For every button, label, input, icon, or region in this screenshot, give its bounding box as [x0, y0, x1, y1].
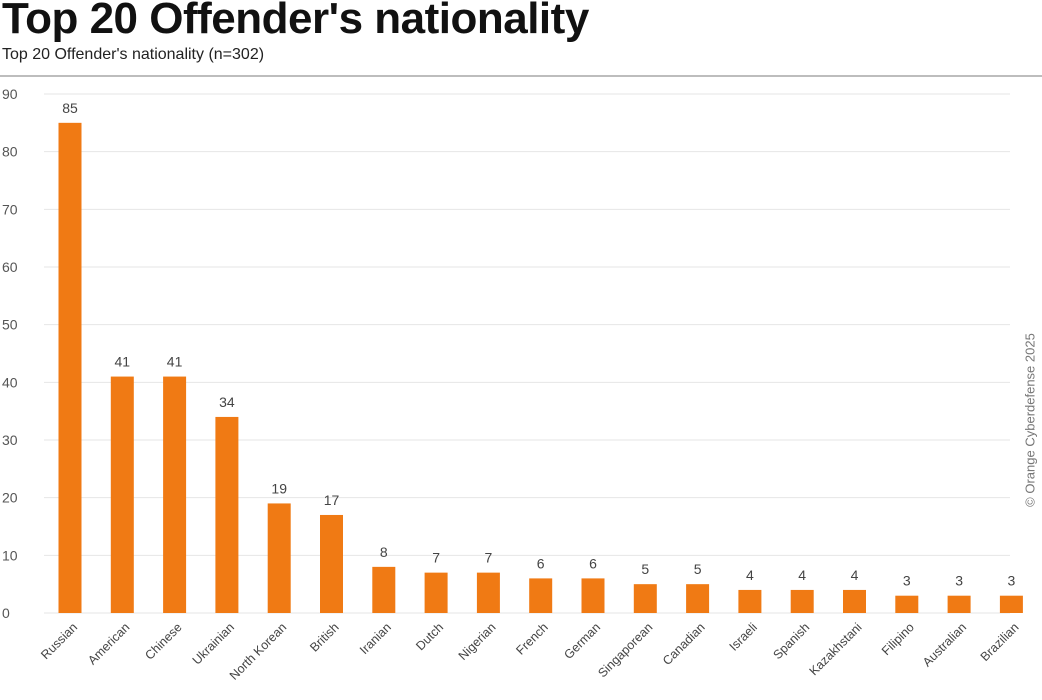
- value-label: 85: [62, 100, 78, 116]
- bar: [58, 122, 82, 613]
- bar: [372, 566, 396, 613]
- x-tick-label: Filipino: [879, 620, 917, 658]
- value-label: 41: [115, 354, 131, 370]
- bar: [215, 416, 239, 613]
- x-tick-label: Singaporean: [595, 620, 655, 680]
- x-tick-label: American: [85, 620, 132, 667]
- value-label: 6: [589, 555, 597, 571]
- gridlines: [44, 93, 1010, 614]
- bar: [843, 589, 866, 613]
- value-label: 8: [380, 544, 388, 560]
- value-label: 4: [851, 567, 859, 583]
- y-tick-label: 30: [2, 432, 18, 448]
- y-tick-label: 60: [2, 259, 18, 275]
- title-divider: [0, 75, 1042, 77]
- y-tick-label: 20: [2, 490, 18, 506]
- value-label: 4: [746, 567, 754, 583]
- y-tick-label: 10: [2, 547, 18, 563]
- x-tick-label: Dutch: [413, 620, 446, 653]
- bar: [267, 503, 291, 613]
- y-tick-label: 50: [2, 317, 18, 333]
- x-tick-label: Spanish: [770, 620, 812, 662]
- value-label: 3: [903, 573, 911, 589]
- x-tick-label: British: [307, 620, 341, 654]
- value-label: 41: [167, 354, 183, 370]
- bar: [947, 595, 971, 613]
- x-tick-label: Brazilian: [978, 620, 1022, 664]
- value-label: 17: [324, 492, 340, 508]
- bar: [895, 595, 919, 613]
- value-label: 3: [955, 573, 963, 589]
- value-label: 7: [432, 550, 440, 566]
- bar: [686, 584, 710, 613]
- x-tick-label: Kazakhstani: [807, 620, 865, 678]
- y-tick-label: 80: [2, 144, 18, 160]
- y-tick-label: 40: [2, 374, 18, 390]
- bars: [58, 122, 1023, 613]
- y-tick-label: 70: [2, 201, 18, 217]
- copyright-credit: © Orange Cyberdefense 2025: [1022, 333, 1038, 507]
- x-tick-label: Nigerian: [456, 620, 499, 663]
- x-tick-label: Israeli: [727, 620, 760, 653]
- bar: [581, 578, 605, 613]
- bar: [529, 578, 553, 613]
- bar: [999, 595, 1023, 613]
- bar: [320, 514, 343, 613]
- value-label: 5: [694, 561, 702, 577]
- x-tick-label: Chinese: [142, 620, 184, 662]
- bar: [476, 572, 500, 613]
- x-tick-label: Russian: [38, 620, 80, 662]
- bar: [424, 572, 448, 613]
- x-tick-label: French: [513, 620, 550, 657]
- value-label: 34: [219, 394, 235, 410]
- value-label: 6: [537, 555, 545, 571]
- value-labels: 85 41 41 34 19 17 8 7 7 6 6 5 5 4 4 4 3 3 3: [62, 100, 1015, 589]
- bar: [163, 376, 187, 613]
- bar: [790, 589, 814, 613]
- x-tick-label: Canadian: [660, 620, 708, 668]
- chart-subtitle: Top 20 Offender's nationality (n=302): [2, 46, 265, 63]
- y-tick-label: 90: [2, 86, 18, 102]
- x-tick-label: Australian: [920, 620, 969, 669]
- bar: [633, 584, 657, 613]
- chart-title: Top 20 Offender's nationality: [2, 0, 589, 43]
- y-axis-ticks: 0 10 20 30 40 50 60 70 80 90: [2, 86, 18, 621]
- y-tick-label: 0: [2, 605, 10, 621]
- bar: [738, 589, 762, 613]
- value-label: 5: [641, 561, 649, 577]
- x-tick-label: Iranian: [357, 620, 394, 657]
- value-label: 4: [798, 567, 806, 583]
- value-label: 19: [271, 480, 287, 496]
- value-label: 3: [1008, 573, 1016, 589]
- value-label: 7: [485, 550, 493, 566]
- x-tick-label: Ukrainian: [190, 620, 237, 667]
- bar: [110, 376, 134, 613]
- x-tick-label: German: [561, 620, 603, 662]
